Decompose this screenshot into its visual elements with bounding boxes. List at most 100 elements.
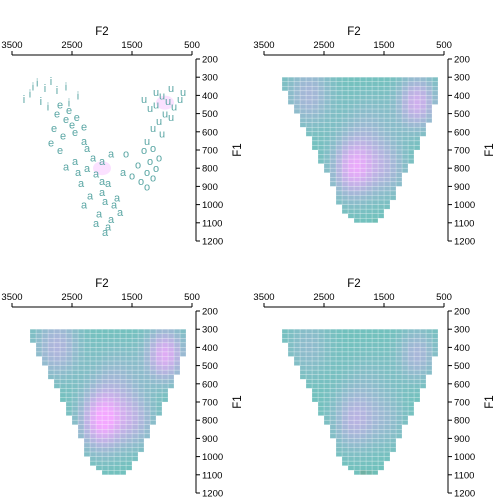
density-cell [287, 90, 295, 96]
density-cell [401, 383, 409, 389]
density-cell [359, 470, 367, 476]
density-cell [293, 104, 301, 110]
density-cell [371, 438, 379, 444]
density-cell [29, 338, 37, 344]
density-cell [347, 76, 355, 82]
density-cell [71, 347, 79, 353]
density-cell [317, 122, 325, 128]
vowel-point: i [50, 76, 52, 88]
density-cell [71, 333, 79, 339]
density-cell [347, 429, 355, 435]
density-cell [131, 401, 139, 407]
density-cell [341, 383, 349, 389]
density-cell [395, 113, 403, 119]
density-cell [365, 401, 373, 407]
density-cell [335, 379, 343, 385]
density-cell [317, 365, 325, 371]
density-cell [95, 460, 103, 466]
density-cell [401, 347, 409, 353]
y-tick-label: 200 [202, 307, 218, 318]
density-cell [329, 410, 337, 416]
density-cell [395, 415, 403, 421]
density-cell [377, 406, 385, 412]
density-cell [371, 465, 379, 471]
density-cell [401, 90, 409, 96]
density-cell [299, 360, 307, 366]
density-cell [395, 76, 403, 82]
density-cell [389, 172, 397, 178]
density-cell [59, 369, 67, 375]
density-cell [65, 365, 73, 371]
density-cell [353, 442, 361, 448]
density-cell [83, 424, 91, 430]
density-cell [95, 338, 103, 344]
density-cell [305, 76, 313, 82]
density-cell [137, 383, 145, 389]
density-cell [59, 365, 67, 371]
density-cell [131, 383, 139, 389]
density-cell [401, 127, 409, 133]
density-cell [71, 328, 79, 335]
density-cell [323, 81, 331, 87]
density-cell [365, 333, 373, 339]
density-cell [353, 456, 361, 462]
density-cell [131, 447, 139, 453]
density-cell [425, 333, 433, 339]
density-cell [377, 95, 385, 101]
density-cell [329, 392, 337, 398]
density-cell [101, 429, 109, 435]
density-cell [77, 419, 85, 426]
density-cell [149, 374, 157, 380]
density-cell [323, 117, 331, 123]
density-cell [365, 360, 373, 366]
density-cell [101, 438, 109, 444]
density-cell [101, 401, 109, 407]
density-cell [335, 360, 343, 366]
density-cell [377, 195, 385, 201]
density-cell [383, 383, 391, 389]
density-cell [359, 145, 367, 151]
density-cell [341, 204, 349, 210]
density-cell [353, 333, 361, 339]
density-cell [377, 351, 385, 357]
density-cell [311, 328, 319, 335]
density-cell [353, 186, 361, 192]
density-cell [35, 347, 43, 353]
density-cell [311, 365, 319, 371]
density-cell [95, 388, 103, 394]
density-cell [359, 383, 367, 389]
density-cell [395, 328, 403, 335]
density-cell [119, 401, 127, 407]
density-cell [335, 122, 343, 128]
density-cell [365, 108, 373, 114]
density-cell [119, 433, 127, 439]
density-cell [101, 392, 109, 398]
density-cell [359, 181, 367, 187]
density-cell [323, 167, 331, 173]
density-cell [425, 117, 433, 123]
density-cell [383, 338, 391, 344]
density-cell [329, 127, 337, 133]
density-cell [113, 392, 121, 398]
density-cell [317, 104, 325, 110]
density-cell [299, 338, 307, 344]
vowel-point: u [165, 96, 171, 108]
density-cell [149, 392, 157, 398]
density-cell [83, 333, 91, 339]
density-cell [131, 451, 139, 457]
density-cell [83, 328, 91, 335]
density-cell [347, 419, 355, 426]
density-cell [323, 333, 331, 339]
density-cell [113, 347, 121, 353]
density-cell [155, 328, 163, 335]
density-cell [371, 374, 379, 380]
density-cell [71, 401, 79, 407]
density-cell [353, 365, 361, 371]
density-cell [59, 347, 67, 353]
density-cell [341, 456, 349, 462]
density-cell [347, 433, 355, 439]
x-tick-label: 2500 [313, 40, 334, 51]
density-cell [101, 347, 109, 353]
density-cell [359, 108, 367, 114]
density-cell [59, 342, 67, 348]
